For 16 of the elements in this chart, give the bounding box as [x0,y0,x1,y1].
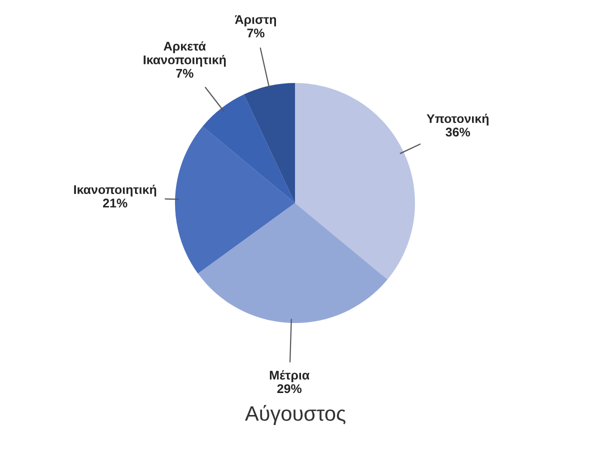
pie-slice [175,126,295,274]
pie-slice [198,203,388,323]
pie-slice [202,94,295,203]
data-label: 7% [176,68,194,78]
data-label: 7% [247,28,264,38]
slice-label: Υποτονική [426,114,488,126]
slice-label: Ικανοποιητική [74,184,156,197]
data-label: 36% [446,128,470,137]
slice-label: Αρκετά Ικανοποιητική [144,41,226,67]
pie-slice [295,83,415,280]
slice-label: Άριστη [234,15,276,26]
slice-label: Μέτρια [270,370,310,382]
data-label: 29% [277,384,302,394]
data-label: 21% [103,198,128,208]
text: Αύγουστος [244,404,346,425]
pie-slice [244,83,295,203]
